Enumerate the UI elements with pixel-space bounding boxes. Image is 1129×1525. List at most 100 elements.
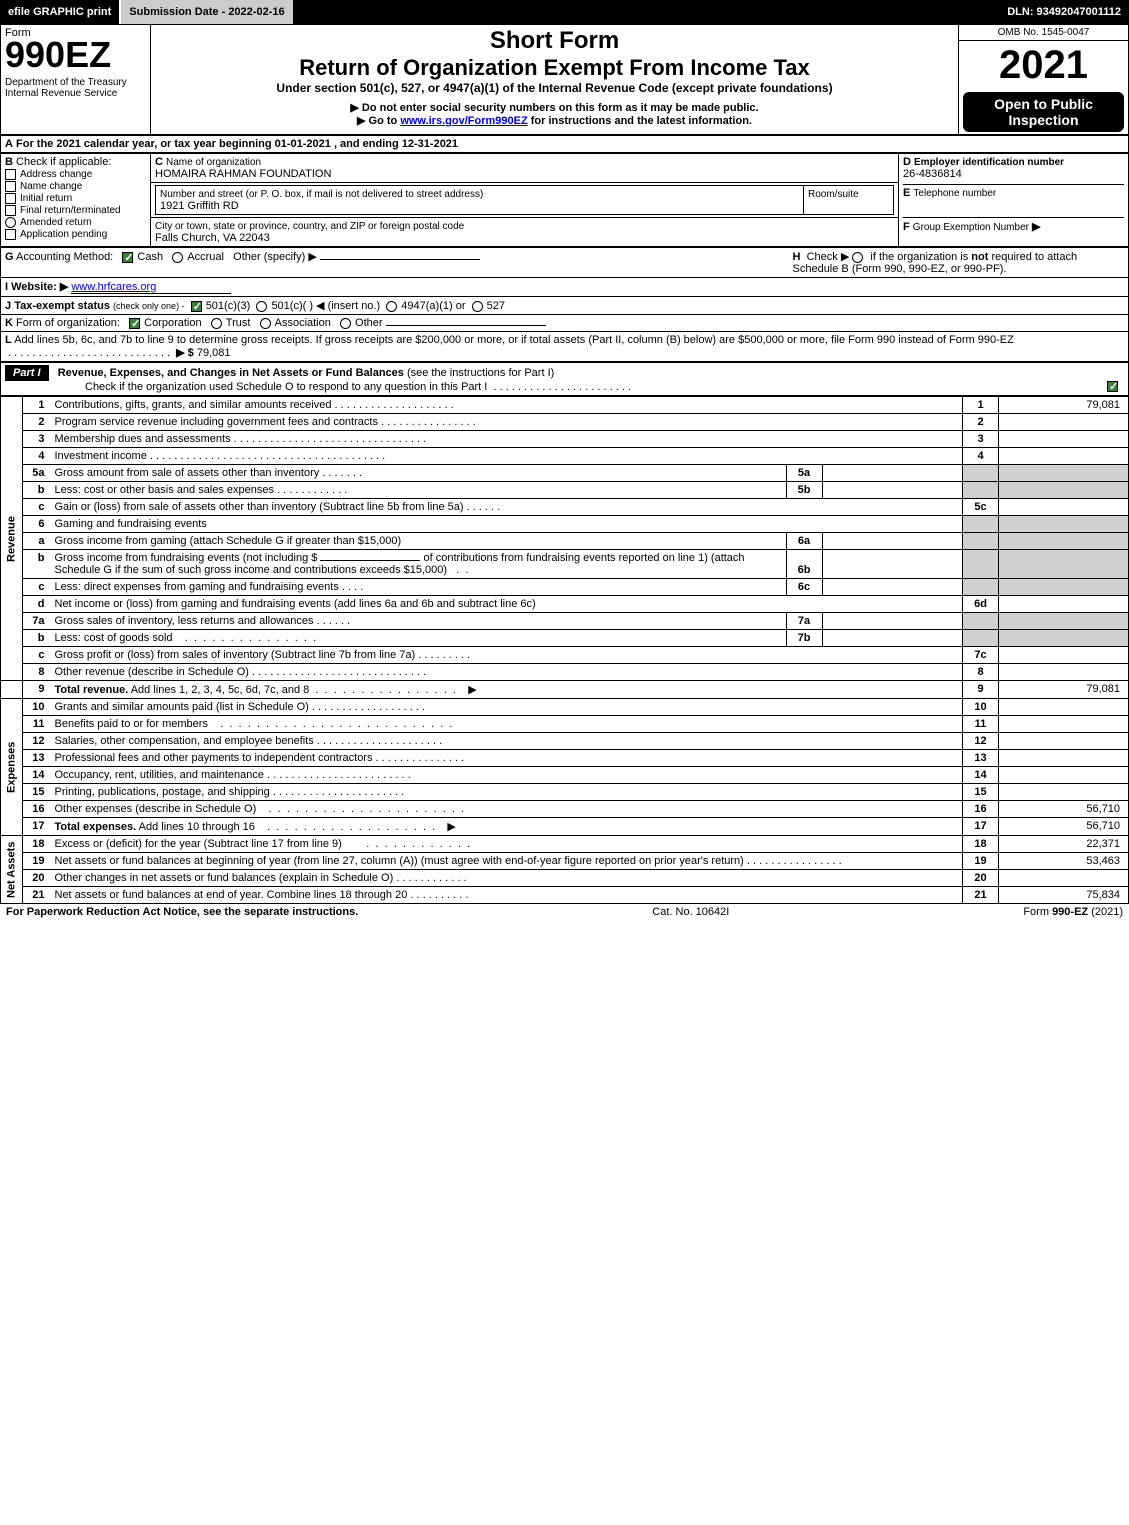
F-label: F	[903, 221, 910, 233]
assoc-check[interactable]	[260, 318, 271, 329]
open-to-public: Open to Public Inspection	[963, 92, 1124, 132]
l19-lbl: 19	[963, 853, 999, 870]
org-name: HOMAIRA RAHMAN FOUNDATION	[155, 168, 331, 180]
F-group-label: Group Exemption Number	[913, 222, 1029, 233]
l5a-amt-shade	[999, 465, 1129, 482]
E-tel-label: Telephone number	[913, 188, 996, 199]
H-check[interactable]	[852, 252, 863, 263]
website-link[interactable]: www.hrfcares.org	[71, 281, 231, 294]
omb-number: OMB No. 1545-0047	[963, 27, 1124, 38]
room-label: Room/suite	[808, 189, 859, 200]
l5b-amt-shade	[999, 482, 1129, 499]
submission-date: Submission Date - 2022-02-16	[121, 0, 292, 24]
l14-amt	[999, 767, 1129, 784]
accrual-check[interactable]	[172, 252, 183, 263]
name-change-check[interactable]	[5, 181, 16, 192]
H-text1: Check ▶	[807, 251, 850, 263]
H-not: not	[971, 251, 988, 263]
501c-check[interactable]	[256, 301, 267, 312]
l8-desc: Other revenue (describe in Schedule O)	[55, 666, 249, 678]
efile-print-button[interactable]: efile GRAPHIC print	[0, 0, 121, 24]
l1-num: 1	[23, 397, 51, 414]
l11-desc: Benefits paid to or for members	[55, 718, 208, 730]
l5c-amt	[999, 499, 1129, 516]
l20-desc: Other changes in net assets or fund bala…	[55, 872, 394, 884]
l7a-box: 7a	[786, 613, 822, 629]
instructions-link[interactable]: www.irs.gov/Form990EZ	[400, 115, 527, 127]
l18-amt: 22,371	[999, 836, 1129, 853]
part1-title: Revenue, Expenses, and Changes in Net As…	[58, 367, 404, 379]
l7b-desc: Less: cost of goods sold	[55, 632, 173, 644]
l13-lbl: 13	[963, 750, 999, 767]
l9-post: Add lines 1, 2, 3, 4, 5c, 6d, 7c, and 8	[128, 684, 309, 696]
l6a-lbl-shade	[963, 533, 999, 550]
I-label: I	[5, 281, 8, 293]
subtitle: Under section 501(c), 527, or 4947(a)(1)…	[155, 81, 954, 95]
l18-lbl: 18	[963, 836, 999, 853]
L-label: L	[5, 334, 12, 346]
K-label: K	[5, 317, 13, 329]
l16-amt: 56,710	[999, 801, 1129, 818]
l7b-amt-shade	[999, 630, 1129, 647]
other-specify-blank[interactable]	[320, 259, 480, 260]
G-accounting-label: Accounting Method:	[16, 251, 113, 263]
l7c-num: c	[23, 647, 51, 664]
J-label: J	[5, 300, 11, 312]
l7a-lbl-shade	[963, 613, 999, 630]
footer-right-pre: Form	[1023, 906, 1052, 918]
instructions-note: ▶ Go to www.irs.gov/Form990EZ for instru…	[155, 114, 954, 127]
footer: For Paperwork Reduction Act Notice, see …	[0, 904, 1129, 920]
cash-check[interactable]	[122, 252, 133, 263]
initial-return-check[interactable]	[5, 193, 16, 204]
l6b-amt-shade	[999, 550, 1129, 579]
4947-label: 4947(a)(1) or	[401, 300, 465, 312]
amended-return-check[interactable]	[5, 217, 16, 228]
addr-change-check[interactable]	[5, 169, 16, 180]
trust-check[interactable]	[211, 318, 222, 329]
app-pending-check[interactable]	[5, 229, 16, 240]
l5b-num: b	[23, 482, 51, 499]
short-form-title: Short Form	[155, 27, 954, 55]
l16-num: 16	[23, 801, 51, 818]
corp-check[interactable]	[129, 318, 140, 329]
footer-left: For Paperwork Reduction Act Notice, see …	[6, 906, 358, 918]
527-check[interactable]	[472, 301, 483, 312]
footer-right: Form 990-EZ (2021)	[1023, 906, 1123, 918]
l21-amt: 75,834	[999, 887, 1129, 904]
G-label: G	[5, 251, 14, 263]
topbar: efile GRAPHIC print Submission Date - 20…	[0, 0, 1129, 24]
l10-amt	[999, 699, 1129, 716]
B-check-if: Check if applicable:	[16, 156, 111, 168]
l6b-blank[interactable]	[320, 560, 420, 561]
l5a-boxamt	[822, 465, 962, 481]
city-label: City or town, state or province, country…	[155, 221, 464, 232]
final-return-check[interactable]	[5, 205, 16, 216]
part1-header: Part I Revenue, Expenses, and Changes in…	[0, 362, 1129, 396]
other-org-check[interactable]	[340, 318, 351, 329]
I-website-label: Website: ▶	[11, 281, 68, 293]
l14-desc: Occupancy, rent, utilities, and maintena…	[55, 769, 265, 781]
l20-num: 20	[23, 870, 51, 887]
l9-lbl: 9	[963, 681, 999, 699]
main-title: Return of Organization Exempt From Incom…	[155, 55, 954, 81]
501c3-check[interactable]	[191, 301, 202, 312]
final-return-label: Final return/terminated	[20, 205, 121, 216]
assoc-label: Association	[275, 317, 331, 329]
l11-amt	[999, 716, 1129, 733]
l7a-amt-shade	[999, 613, 1129, 630]
4947-check[interactable]	[386, 301, 397, 312]
l20-amt	[999, 870, 1129, 887]
corp-label: Corporation	[144, 317, 201, 329]
l21-desc: Net assets or fund balances at end of ye…	[55, 889, 408, 901]
l9-bold: Total revenue.	[55, 684, 129, 696]
scheduleO-check[interactable]	[1107, 381, 1118, 392]
l6d-amt	[999, 596, 1129, 613]
l6a-amt-shade	[999, 533, 1129, 550]
l17-amt: 56,710	[999, 818, 1129, 836]
l2-num: 2	[23, 414, 51, 431]
l5b-box: 5b	[786, 482, 822, 498]
J-tax-exempt-label: Tax-exempt status	[14, 300, 110, 312]
l6a-box: 6a	[786, 533, 822, 549]
expenses-side-label: Expenses	[1, 699, 23, 836]
other-org-blank[interactable]	[386, 325, 546, 326]
